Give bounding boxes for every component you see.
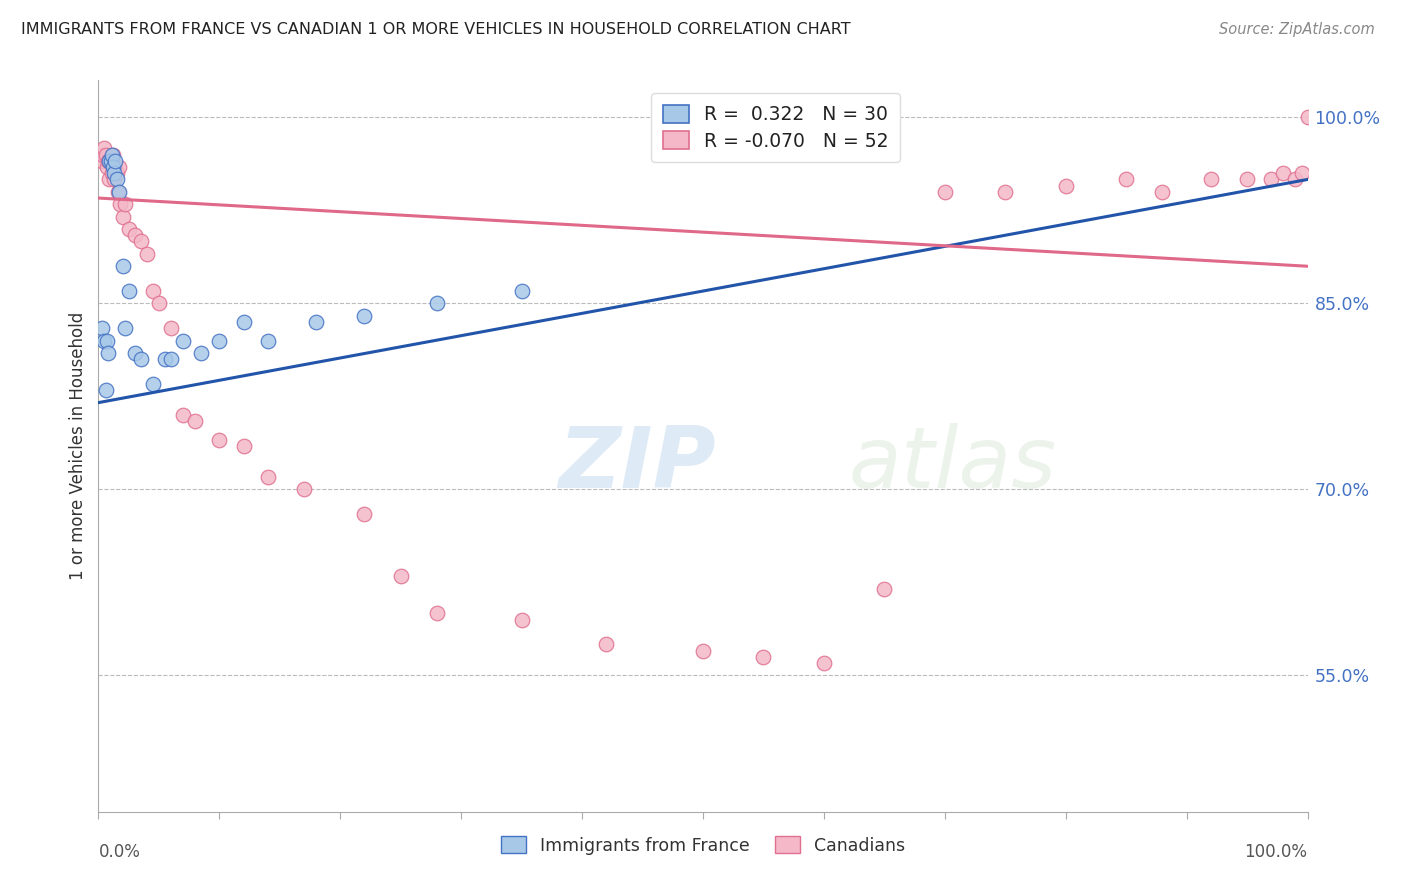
- Point: [208, 433, 231, 447]
- Point: [100, 153, 122, 168]
- Point: [1199, 172, 1222, 186]
- Point: [103, 172, 125, 186]
- Point: [1115, 172, 1137, 186]
- Point: [114, 321, 136, 335]
- Point: [97, 346, 120, 360]
- Point: [426, 296, 449, 310]
- Point: [389, 569, 412, 583]
- Point: [100, 166, 122, 180]
- Point: [129, 352, 152, 367]
- Point: [105, 166, 128, 180]
- Point: [256, 470, 278, 484]
- Point: [142, 284, 165, 298]
- Point: [91, 321, 114, 335]
- Point: [873, 582, 896, 596]
- Point: [100, 147, 122, 161]
- Point: [108, 160, 131, 174]
- Point: [118, 222, 141, 236]
- Text: 100.0%: 100.0%: [1244, 843, 1308, 861]
- Point: [114, 197, 136, 211]
- Point: [510, 613, 533, 627]
- Point: [91, 153, 114, 168]
- Point: [208, 334, 231, 348]
- Text: ZIP: ZIP: [558, 423, 716, 506]
- Point: [108, 185, 131, 199]
- Point: [101, 160, 124, 174]
- Point: [93, 141, 115, 155]
- Y-axis label: 1 or more Vehicles in Household: 1 or more Vehicles in Household: [69, 312, 87, 580]
- Point: [1272, 166, 1295, 180]
- Point: [124, 228, 146, 243]
- Point: [94, 147, 117, 161]
- Point: [103, 166, 125, 180]
- Point: [98, 153, 121, 168]
- Point: [104, 153, 127, 168]
- Point: [96, 334, 118, 348]
- Point: [160, 352, 183, 367]
- Point: [97, 153, 120, 168]
- Point: [232, 439, 254, 453]
- Point: [172, 334, 194, 348]
- Point: [353, 309, 375, 323]
- Point: [1296, 111, 1319, 125]
- Point: [256, 334, 278, 348]
- Point: [1152, 185, 1174, 199]
- Point: [692, 643, 714, 657]
- Legend: Immigrants from France, Canadians: Immigrants from France, Canadians: [495, 830, 911, 862]
- Point: [108, 197, 131, 211]
- Point: [98, 172, 121, 186]
- Text: IMMIGRANTS FROM FRANCE VS CANADIAN 1 OR MORE VEHICLES IN HOUSEHOLD CORRELATION C: IMMIGRANTS FROM FRANCE VS CANADIAN 1 OR …: [21, 22, 851, 37]
- Point: [96, 160, 118, 174]
- Point: [118, 284, 141, 298]
- Point: [124, 346, 146, 360]
- Point: [1236, 172, 1258, 186]
- Point: [111, 210, 134, 224]
- Point: [172, 408, 194, 422]
- Point: [1260, 172, 1282, 186]
- Point: [160, 321, 183, 335]
- Point: [129, 235, 152, 249]
- Point: [111, 259, 134, 273]
- Point: [94, 383, 117, 397]
- Point: [353, 507, 375, 521]
- Point: [105, 172, 128, 186]
- Point: [101, 147, 124, 161]
- Point: [426, 607, 449, 621]
- Point: [1054, 178, 1077, 193]
- Text: 0.0%: 0.0%: [98, 843, 141, 861]
- Point: [107, 185, 129, 199]
- Point: [135, 247, 157, 261]
- Point: [510, 284, 533, 298]
- Point: [142, 377, 165, 392]
- Point: [91, 147, 114, 161]
- Point: [292, 483, 315, 497]
- Point: [305, 315, 328, 329]
- Text: Source: ZipAtlas.com: Source: ZipAtlas.com: [1219, 22, 1375, 37]
- Point: [813, 656, 835, 670]
- Point: [184, 414, 207, 428]
- Point: [93, 334, 115, 348]
- Point: [104, 160, 127, 174]
- Point: [190, 346, 212, 360]
- Point: [595, 637, 617, 651]
- Point: [934, 185, 956, 199]
- Point: [232, 315, 254, 329]
- Point: [752, 649, 775, 664]
- Point: [994, 185, 1017, 199]
- Point: [1284, 172, 1306, 186]
- Point: [100, 153, 122, 168]
- Point: [1291, 166, 1313, 180]
- Point: [148, 296, 170, 310]
- Point: [153, 352, 176, 367]
- Text: atlas: atlas: [848, 423, 1056, 506]
